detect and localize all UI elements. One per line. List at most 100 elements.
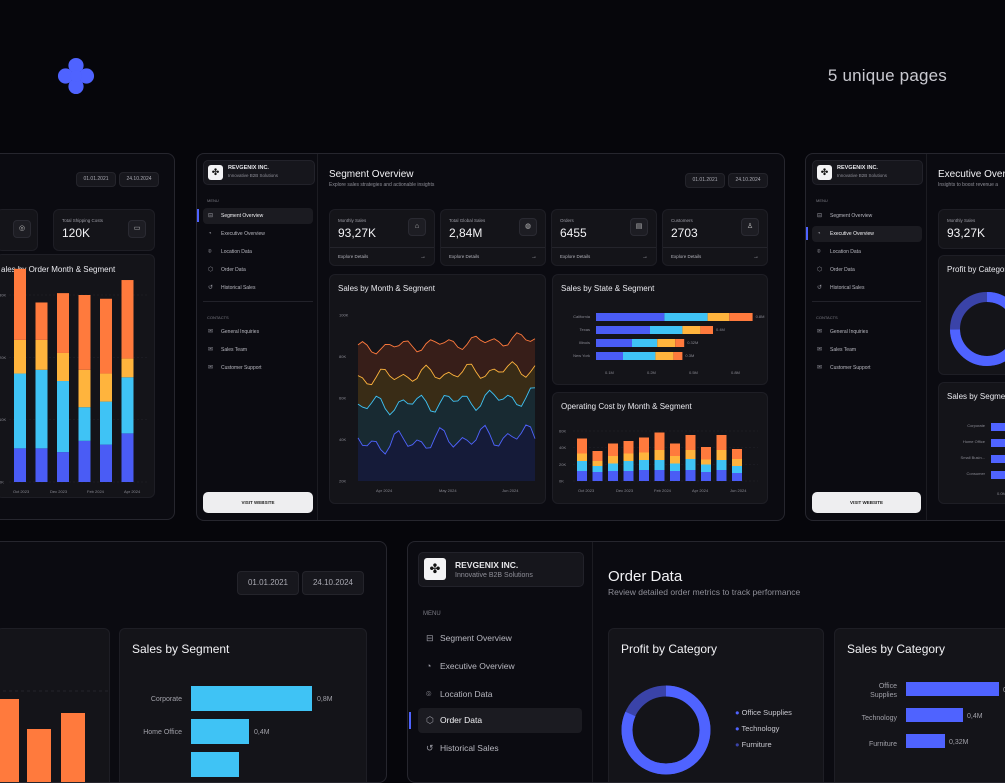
bar-segment [664, 313, 708, 321]
bar-segment [57, 293, 69, 353]
chart-title: Profit by Category [621, 642, 718, 656]
date-to[interactable]: 24.10.2024 [119, 172, 159, 187]
bar-segment [654, 450, 665, 460]
arrow-right-icon[interactable]: → [531, 254, 537, 260]
sidebar-item-segment-overview[interactable]: ⊟ Segment Overview [418, 626, 580, 650]
bar-segment [655, 352, 674, 360]
bar-segment [639, 437, 649, 453]
bar [191, 719, 249, 744]
bar-segment [14, 268, 26, 340]
bar [991, 439, 1005, 447]
explore-details-link[interactable]: Explore Details [449, 254, 480, 259]
sidebar-item-historical-sales[interactable]: ↺ Historical Sales [812, 280, 922, 296]
bar-segment [596, 313, 665, 321]
bar-segment [100, 298, 112, 374]
kpi-value: 93,27K [338, 226, 377, 240]
visit-website-button[interactable]: VISIT WEBSITE [203, 492, 313, 513]
kpi-customers[interactable]: Customers 2703 ♙ Explore Details → [662, 209, 768, 266]
contact-customer-support[interactable]: ✉ Customer Support [812, 360, 922, 376]
sidebar-divider [926, 154, 927, 520]
bar-segment [35, 369, 48, 449]
contact-customer-support[interactable]: ✉ Customer Support [203, 360, 313, 376]
contact-general-inquiries[interactable]: ✉ General Inquiries [203, 324, 313, 340]
x-tick-label: May 2024 [439, 488, 457, 493]
mail-icon: ✉ [208, 347, 214, 353]
bar-segment [608, 456, 618, 464]
legend-technology: ● Technology [735, 724, 780, 733]
visit-website-button[interactable]: VISIT WEBSITE [812, 492, 921, 513]
menu-label: MENU [423, 611, 441, 617]
sidebar-item-order-data[interactable]: ⬡ Order Data [203, 262, 313, 278]
kpi-total-global-sales[interactable]: Total Global Sales 2,84M ◍ Explore Detai… [440, 209, 546, 266]
value-label: 0.3M [685, 353, 694, 358]
value-label: 0,8M [317, 696, 333, 703]
contact-general-inquiries[interactable]: ✉ General Inquiries [812, 324, 922, 340]
bar-segment [632, 339, 658, 347]
bar-segment [14, 448, 26, 482]
page-subtitle: Review detailed order metrics to track p… [608, 587, 801, 597]
bar-segment [673, 352, 683, 360]
explore-details-link[interactable]: Explore Details [671, 254, 702, 259]
explore-details-link[interactable]: Explore Details [338, 254, 369, 259]
sidebar-item-order-data[interactable]: ⬡ Order Data [812, 262, 922, 278]
legend-dot: ● [735, 740, 740, 749]
bar-segment [716, 435, 727, 450]
sidebar-item-historical-sales[interactable]: ↺ Historical Sales [418, 736, 580, 760]
date-to[interactable]: 24.10.2024 [728, 173, 768, 188]
sidebar-item-location-data[interactable]: ⌾ Location Data [203, 244, 313, 260]
category-label: Supplies [870, 692, 897, 699]
value-label: 0,8M [1003, 687, 1005, 694]
kpi-monthly-sales[interactable]: Monthly Sales 93,27K [938, 209, 1005, 249]
kpi-monthly-sales[interactable]: Monthly Sales 93,27K ⌂ Explore Details → [329, 209, 435, 266]
date-from[interactable]: 01.01.2021 [237, 571, 299, 595]
sales-by-state-chart-card: Sales by State & Segment California 0.8M T… [552, 274, 768, 385]
sidebar-item-executive-overview[interactable]: ◔ Executive Overview [418, 654, 580, 678]
sidebar-item-location-data[interactable]: ⌾ Location Data [418, 682, 580, 706]
sidebar-item-order-data[interactable]: ⬡ Order Data [418, 708, 582, 733]
bar-segment [35, 302, 48, 340]
bar-segment [623, 461, 634, 471]
bar-segment [654, 432, 665, 450]
mail-icon: ✉ [817, 329, 823, 335]
stacked-area-chart: 100K 80K 60K 40K 20K Apr 2024 May 2024 Jun 2024 [339, 313, 536, 493]
sidebar-item-segment-overview[interactable]: ⊟ Segment Overview [812, 208, 922, 224]
legend-dot: ● [735, 724, 740, 733]
sidebar-item-location-data[interactable]: ⌾ Location Data [812, 244, 922, 260]
bar-segment [608, 463, 618, 471]
kpi-value: 93,27K [947, 226, 986, 240]
sidebar-item-historical-sales[interactable]: ↺ Historical Sales [203, 280, 313, 296]
date-from[interactable]: 01.01.2021 [76, 172, 116, 187]
kpi-label: Monthly Sales [338, 218, 367, 223]
kpi-value: 2,84M [449, 226, 483, 240]
arrow-right-icon[interactable]: → [753, 254, 759, 260]
active-indicator [806, 227, 808, 240]
sidebar-item-executive-overview[interactable]: ◔ Executive Overview [812, 226, 922, 242]
arrow-right-icon[interactable]: → [420, 254, 426, 260]
bar-segment [732, 459, 742, 466]
x-tick-label: Oct 2023 [13, 489, 30, 494]
explore-details-link[interactable]: Explore Details [560, 254, 591, 259]
bar-segment [14, 373, 26, 449]
series-line [357, 332, 536, 355]
bar-segment [78, 440, 91, 482]
contact-sales-team[interactable]: ✉ Sales Team [812, 342, 922, 358]
bar [991, 455, 1005, 463]
kpi-orders[interactable]: Orders 6455 ▤ Explore Details → [551, 209, 657, 266]
bar-segment [121, 358, 134, 378]
date-to[interactable]: 24.10.2024 [302, 571, 364, 595]
arrow-right-icon[interactable]: → [642, 254, 648, 260]
sales-by-category-card: Sales by Category Office Supplies 0,8M Tech… [834, 628, 1005, 782]
bottom-left-frame: 01.01.2021 24.10.2024 Sales by Segment C… [0, 541, 387, 783]
brand-logo-icon: ✤ [208, 165, 223, 180]
stacked-bar-chart: California 0.8M Texas 0.4M Illinois 0.32M New … [573, 313, 765, 375]
page-subtitle: Explore sales strategies and actionable … [329, 182, 435, 188]
contact-sales-team[interactable]: ✉ Sales Team [203, 342, 313, 358]
date-from[interactable]: 01.01.2021 [685, 173, 725, 188]
sidebar-item-segment-overview[interactable]: ⊟ Segment Overview [203, 208, 313, 224]
location-pin-icon: ⌾ [426, 689, 432, 699]
bar [991, 423, 1005, 431]
y-tick-label: 20K [559, 462, 566, 467]
sidebar-item-executive-overview[interactable]: ◔ Executive Overview [203, 226, 313, 242]
bar-segment [623, 471, 634, 481]
bar-segment [577, 471, 587, 481]
